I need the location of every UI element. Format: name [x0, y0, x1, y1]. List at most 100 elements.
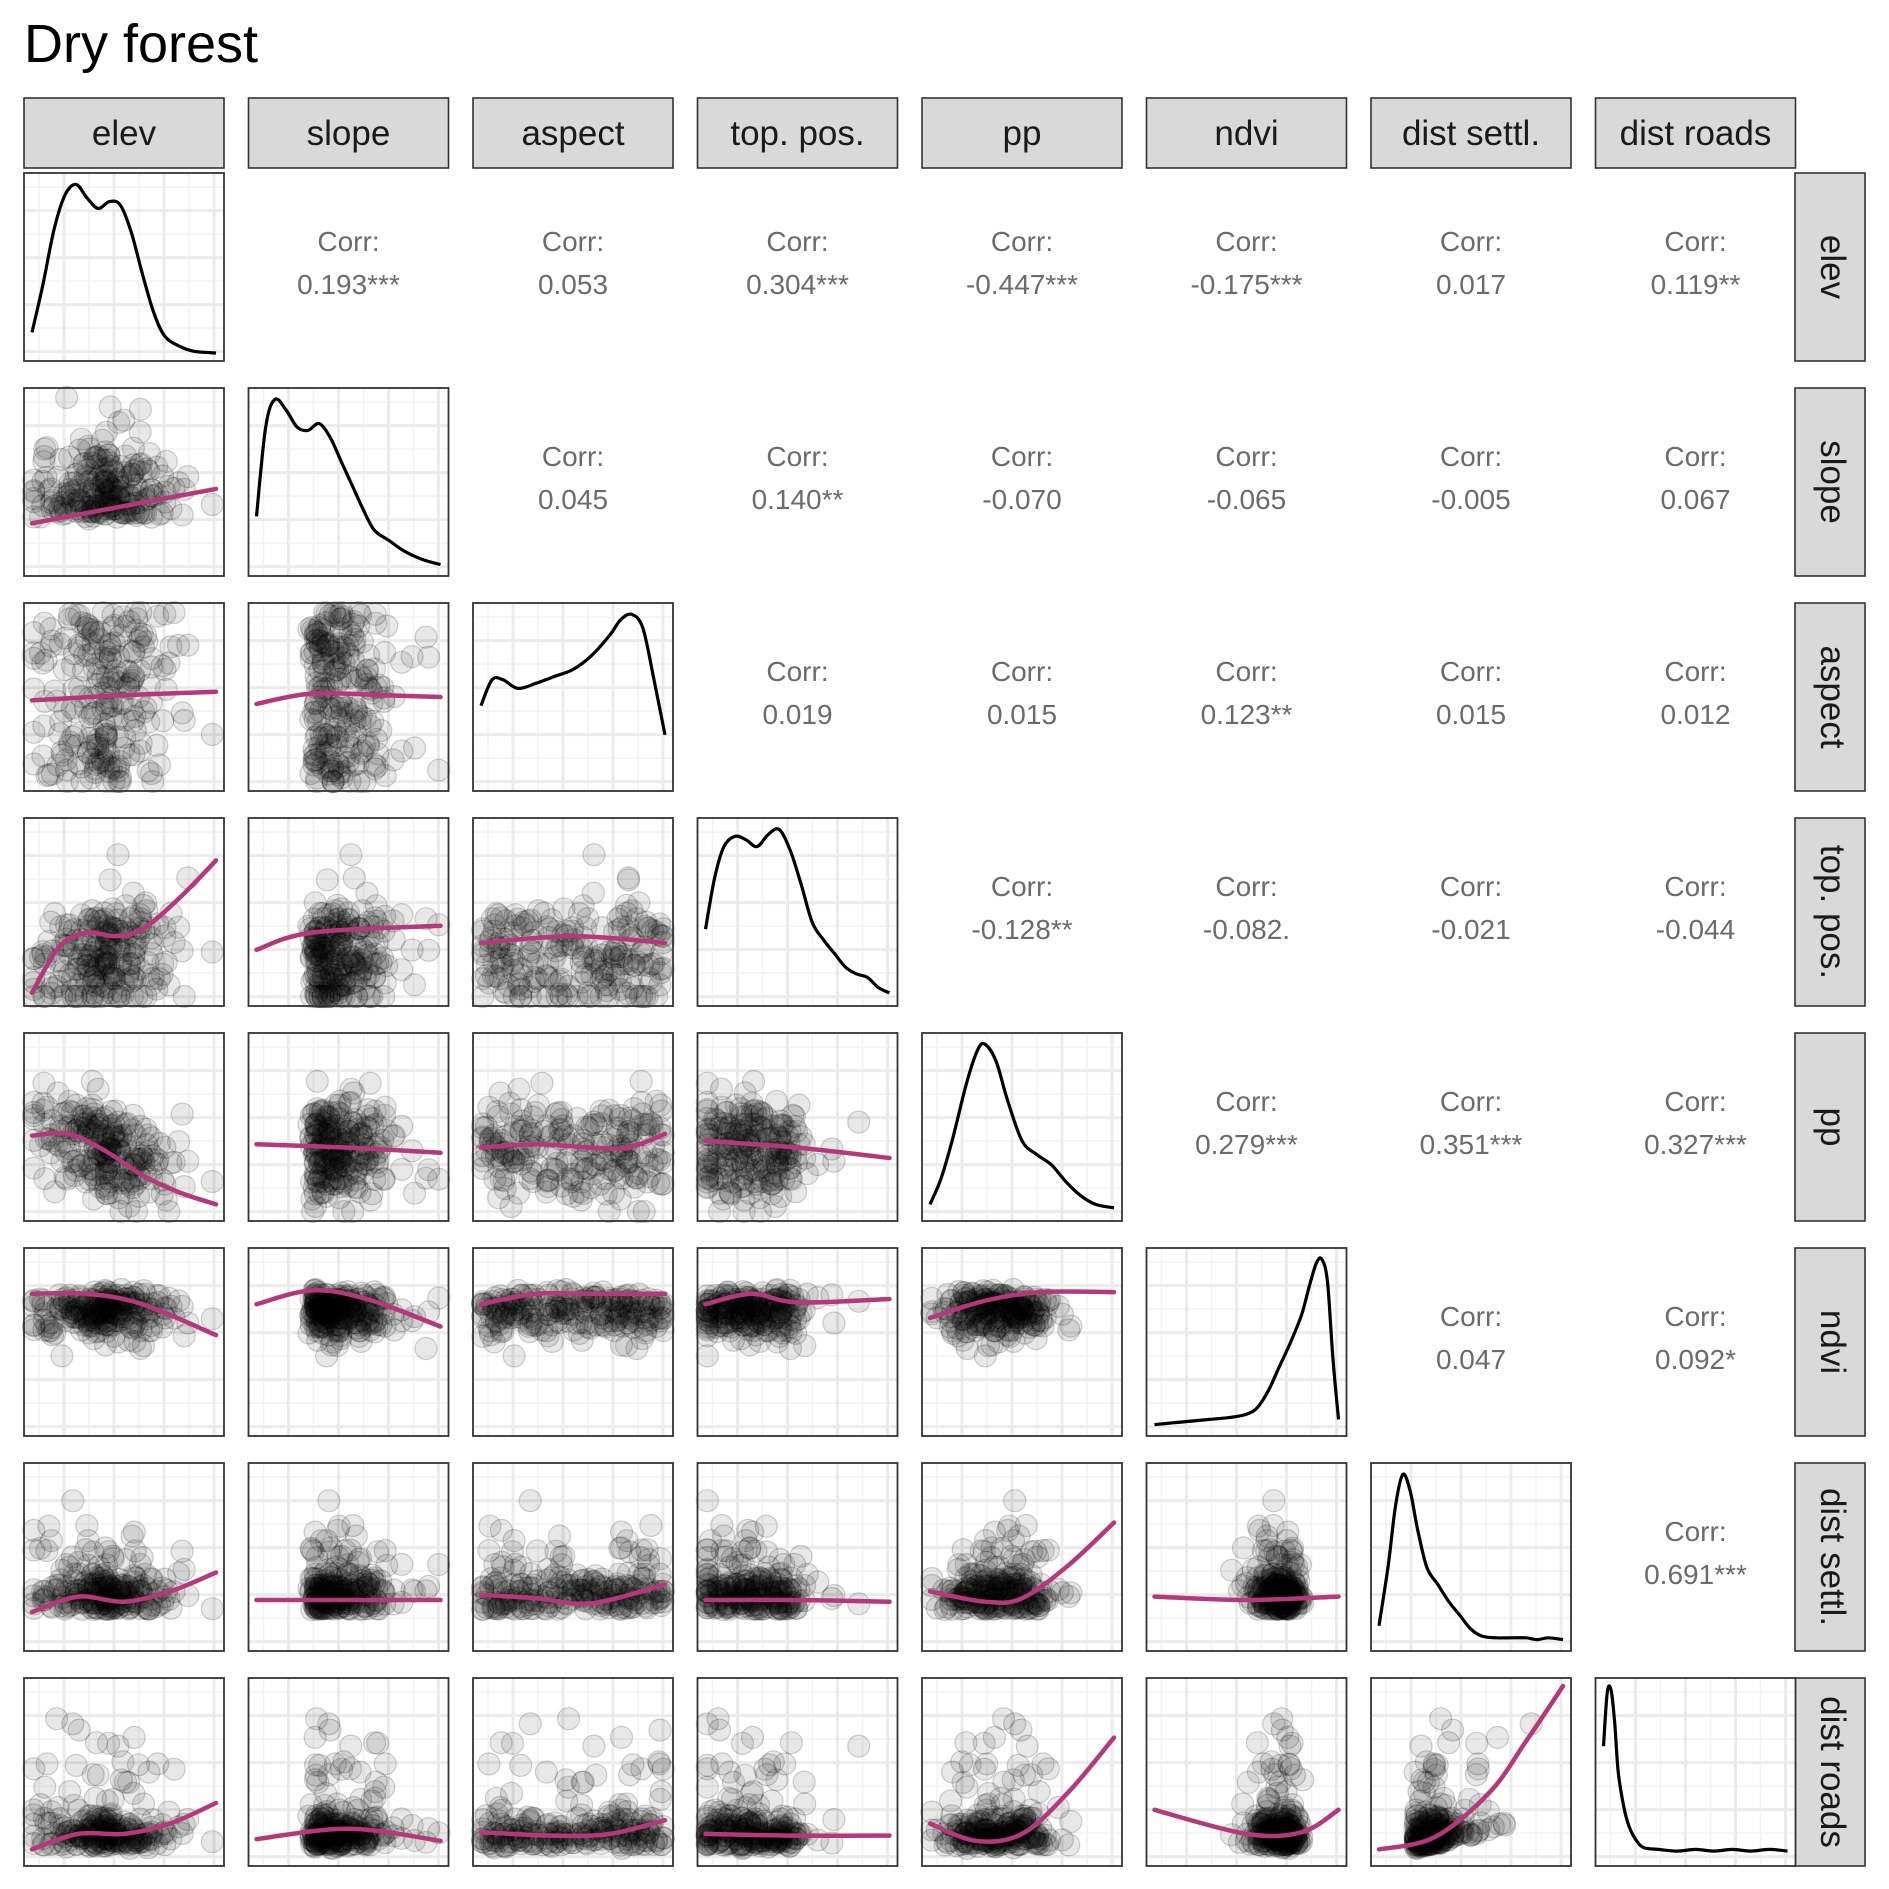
data-point: [123, 458, 147, 482]
data-point: [32, 444, 57, 469]
corr-label: Corr:: [766, 656, 828, 687]
corr-label: Corr:: [1664, 1086, 1726, 1117]
data-point: [427, 758, 451, 782]
row-strip-aspect: aspect: [1794, 602, 1866, 792]
strip-box: [247, 97, 450, 169]
data-point: [83, 476, 107, 500]
data-point: [641, 951, 666, 976]
data-point: [151, 709, 175, 733]
points: [22, 600, 224, 794]
data-point: [106, 754, 131, 779]
data-point: [33, 437, 57, 461]
corr-value: -0.070: [982, 484, 1061, 515]
data-point: [31, 494, 55, 518]
data-point: [77, 470, 101, 494]
data-point: [123, 473, 147, 497]
data-point: [636, 1113, 661, 1137]
data-point: [64, 723, 88, 747]
corr-value: 0.053: [538, 269, 608, 300]
data-point: [147, 502, 171, 526]
corr-panel-aspect-pp: Corr:0.015: [987, 656, 1057, 730]
column-label: pp: [1003, 114, 1042, 153]
corr-label: Corr:: [1215, 441, 1277, 472]
data-point: [22, 468, 46, 492]
data-point: [22, 620, 46, 645]
data-point: [43, 679, 67, 703]
data-point: [521, 1161, 545, 1185]
data-point: [200, 1307, 224, 1331]
data-point: [343, 696, 367, 720]
data-point: [695, 1545, 719, 1570]
data-point: [67, 474, 92, 498]
data-point: [88, 464, 112, 488]
data-point: [695, 1591, 720, 1615]
data-point: [787, 1093, 811, 1117]
data-point: [920, 1286, 944, 1310]
scatter-panel-top-pos-vs-elev: [22, 817, 225, 1009]
corr-panel-slope-aspect: Corr:0.045: [538, 441, 608, 515]
data-point: [78, 437, 102, 461]
data-point: [111, 474, 135, 498]
data-point: [530, 1071, 554, 1095]
data-point: [71, 452, 96, 476]
corr-panel-slope-pp: Corr:-0.070: [982, 441, 1061, 515]
data-point: [792, 1132, 816, 1156]
data-point: [128, 420, 152, 444]
data-point: [22, 1317, 46, 1342]
data-point: [95, 448, 119, 472]
data-point: [695, 1567, 719, 1592]
data-point: [120, 462, 144, 486]
data-point: [109, 691, 134, 716]
data-point: [99, 480, 123, 504]
data-point: [76, 434, 100, 458]
data-point: [547, 969, 572, 993]
data-point: [342, 866, 366, 890]
strip-box: [1794, 602, 1866, 792]
data-point: [1262, 1489, 1286, 1513]
data-point: [157, 651, 181, 675]
data-point: [34, 465, 58, 489]
data-point: [72, 451, 97, 475]
data-point: [31, 651, 55, 675]
column-label: dist roads: [1620, 114, 1772, 153]
data-point: [82, 446, 107, 470]
corr-panel-ndvi-dist-settl: Corr:0.047: [1436, 1301, 1506, 1375]
data-point: [162, 600, 186, 625]
scatter-panel-dist-settl-vs-slope: [247, 1462, 451, 1652]
data-point: [84, 445, 109, 470]
column-label: elev: [92, 114, 157, 153]
data-point: [90, 448, 114, 472]
data-point: [579, 1176, 603, 1200]
scatter-panel-ndvi-vs-pp: [920, 1247, 1123, 1437]
corr-label: Corr:: [1215, 871, 1277, 902]
data-point: [94, 481, 118, 505]
data-point: [113, 614, 137, 638]
data-point: [847, 1592, 871, 1616]
data-point: [477, 971, 501, 995]
data-point: [137, 710, 161, 734]
data-point: [200, 492, 224, 517]
data-point: [83, 757, 108, 781]
data-point: [136, 759, 160, 783]
data-point: [67, 603, 91, 628]
corr-value: -0.175***: [1190, 269, 1302, 300]
row-label: pp: [1813, 1108, 1852, 1147]
data-point: [417, 645, 441, 669]
strip-box: [1794, 817, 1866, 1007]
data-point: [730, 1540, 755, 1564]
row-label: ndvi: [1813, 1310, 1852, 1374]
data-point: [90, 428, 115, 452]
data-point: [22, 1584, 46, 1608]
data-point: [57, 478, 82, 502]
panel-grid: Corr:0.193***Corr:0.053Corr:0.304***Corr…: [22, 172, 1797, 1867]
data-point: [518, 1489, 542, 1513]
corr-value: -0.005: [1431, 484, 1510, 515]
data-point: [132, 700, 156, 724]
data-point: [22, 479, 46, 503]
corr-label: Corr:: [991, 871, 1053, 902]
data-point: [108, 476, 133, 500]
data-point: [347, 1547, 371, 1572]
data-point: [540, 1313, 564, 1337]
strip-box: [921, 97, 1123, 169]
data-point: [137, 459, 161, 483]
